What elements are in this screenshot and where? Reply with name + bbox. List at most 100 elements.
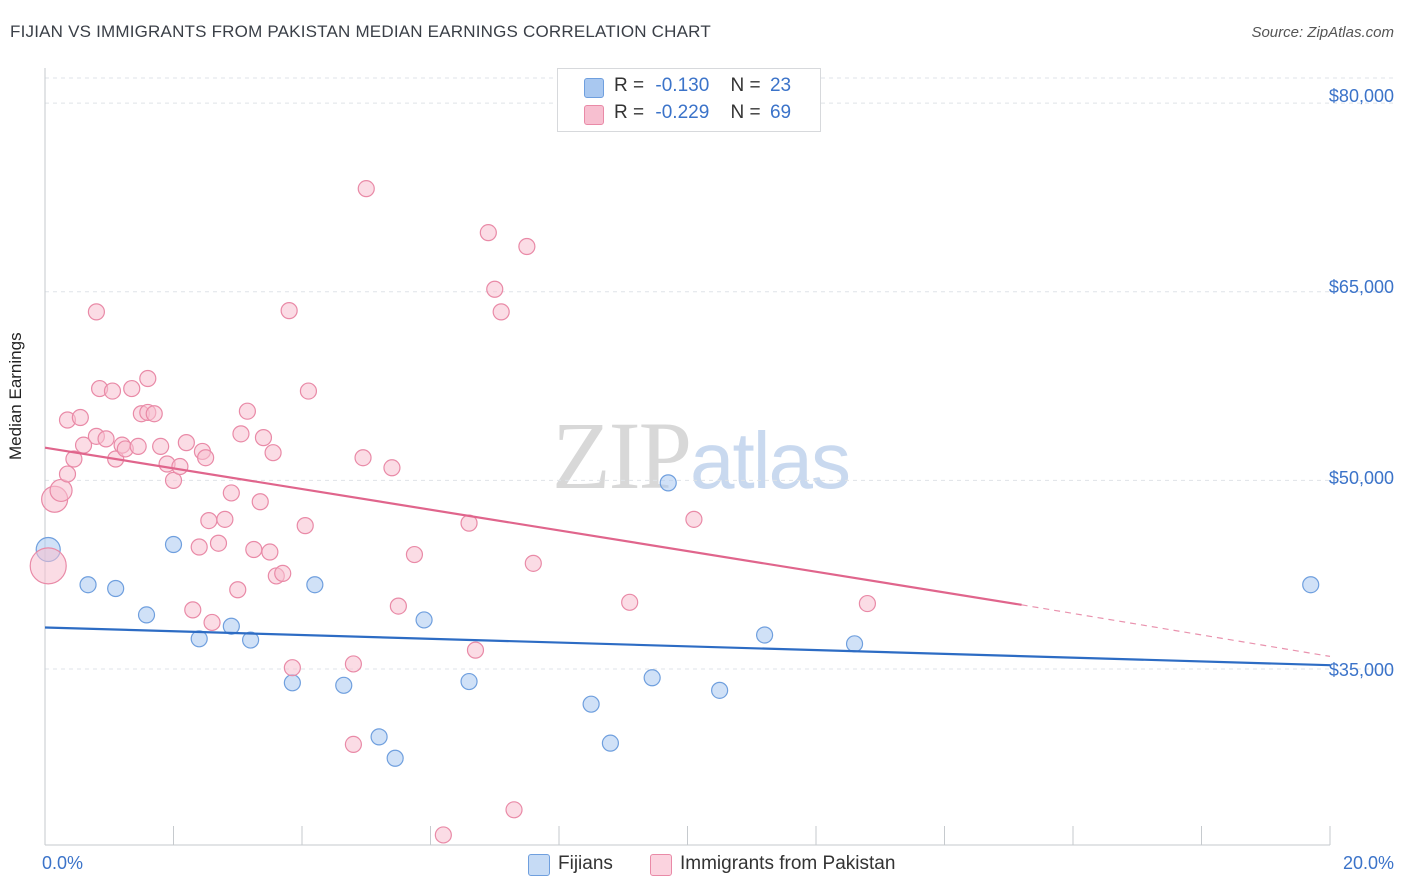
point-pakistan-57 (434, 826, 452, 844)
point-fijians-15 (582, 695, 600, 713)
y-tick-label-65000: $65,000 (1328, 277, 1394, 297)
point-pakistan-25 (171, 457, 189, 476)
point-fijians-4 (164, 535, 183, 554)
point-pakistan-2 (49, 478, 73, 503)
legend-r-label: R = (614, 75, 645, 96)
bottom-legend-label-fijians: Fijians (558, 853, 613, 874)
point-pakistan-30 (197, 449, 215, 467)
point-pakistan-53 (357, 180, 375, 198)
point-pakistan-38 (238, 402, 256, 420)
point-fijians-5 (190, 630, 208, 648)
legend-r-value-fijians: -0.130 (655, 75, 710, 96)
point-pakistan-32 (203, 613, 221, 632)
y-tick-label-50000: $50,000 (1328, 468, 1394, 488)
point-fijians-1 (79, 576, 97, 594)
point-fijians-10 (335, 676, 353, 694)
trendline-pakistan-extension (1021, 604, 1331, 657)
point-fijians-6 (222, 617, 240, 635)
point-fijians-3 (137, 606, 156, 624)
point-pakistan-49 (299, 382, 318, 400)
point-pakistan-35 (222, 484, 240, 502)
point-pakistan-37 (232, 425, 250, 443)
legend-n-label: N = (730, 102, 761, 123)
point-fijians-11 (370, 728, 388, 746)
bottom-legend-swatch-pakistan (650, 854, 672, 876)
point-pakistan-39 (245, 540, 263, 559)
point-pakistan-46 (280, 302, 298, 320)
y-tick-label-35000: $35,000 (1328, 660, 1394, 680)
point-fijians-14 (460, 672, 478, 691)
y-axis-label: Median Earnings (6, 332, 25, 460)
point-pakistan-11 (97, 430, 115, 448)
point-pakistan-56 (405, 545, 424, 564)
point-pakistan-66 (621, 593, 639, 611)
point-pakistan-63 (505, 801, 523, 819)
point-pakistan-22 (152, 437, 170, 456)
point-fijians-8 (283, 674, 301, 692)
legend-n-value-fijians: 23 (769, 75, 792, 96)
watermark-atlas: atlas (690, 416, 851, 505)
point-pakistan-34 (216, 510, 234, 528)
point-pakistan-20 (139, 369, 157, 388)
x-min-label: 0.0% (42, 853, 84, 873)
point-fijians-16 (601, 734, 620, 752)
point-pakistan-31 (200, 511, 218, 530)
bottom-legend-label-pakistan: Immigrants from Pakistan (680, 853, 896, 874)
point-pakistan-62 (492, 303, 510, 321)
legend-swatch-fijians (584, 78, 604, 98)
point-pakistan-48 (296, 517, 314, 535)
point-pakistan-27 (184, 601, 202, 619)
point-pakistan-65 (524, 554, 542, 572)
legend-n-value-pakistan: 69 (769, 102, 792, 123)
x-max-label: 20.0% (1342, 853, 1394, 873)
point-pakistan-36 (229, 581, 247, 599)
legend-r-value-pakistan: -0.229 (655, 102, 710, 123)
point-pakistan-50 (344, 655, 362, 673)
point-fijians-13 (415, 611, 433, 629)
point-fijians-7 (242, 631, 260, 649)
y-tick-label-80000: $80,000 (1328, 86, 1394, 106)
point-pakistan-12 (103, 382, 122, 400)
point-pakistan-64 (518, 237, 536, 256)
bottom-legend-swatch-fijians (528, 854, 550, 876)
legend-r-label: R = (614, 102, 645, 123)
point-fijians-21 (845, 635, 864, 653)
point-pakistan-17 (129, 437, 147, 456)
point-fijians-19 (711, 681, 729, 699)
correlation-legend: R = -0.130 N = 23 R = -0.229 N = 69 (557, 68, 821, 132)
point-fijians-22 (1302, 576, 1320, 594)
point-pakistan-52 (354, 449, 372, 467)
point-pakistan-4 (65, 450, 83, 468)
point-pakistan-26 (177, 434, 195, 452)
point-pakistan-61 (486, 280, 504, 298)
point-pakistan-42 (261, 543, 279, 561)
chart-title: FIJIAN VS IMMIGRANTS FROM PAKISTAN MEDIA… (10, 22, 711, 41)
point-pakistan-68 (858, 594, 877, 613)
point-pakistan-47 (283, 659, 301, 677)
point-pakistan-33 (209, 534, 228, 552)
point-fijians-12 (386, 749, 404, 767)
point-pakistan-8 (87, 303, 106, 321)
point-pakistan-24 (164, 471, 183, 489)
point-fijians-17 (643, 669, 661, 687)
point-fijians-2 (107, 579, 125, 598)
point-pakistan-51 (344, 735, 362, 754)
point-pakistan-41 (254, 429, 273, 447)
point-pakistan-54 (383, 459, 401, 477)
point-fijians-18 (659, 474, 677, 492)
point-pakistan-3 (58, 465, 77, 483)
point-pakistan-55 (389, 597, 407, 615)
point-fijians-9 (306, 576, 324, 594)
legend-n-label: N = (730, 75, 761, 96)
trendline-fijians (44, 626, 1331, 667)
point-pakistan-40 (251, 493, 269, 511)
bottom-legend: Fijians Immigrants from Pakistan (0, 852, 1406, 878)
legend-swatch-pakistan (584, 105, 604, 125)
point-pakistan-67 (685, 510, 703, 528)
point-pakistan-0 (29, 547, 67, 585)
source-credit: Source: ZipAtlas.com (1251, 24, 1394, 41)
point-pakistan-59 (466, 641, 485, 659)
point-pakistan-60 (479, 224, 497, 242)
point-pakistan-45 (274, 564, 292, 583)
